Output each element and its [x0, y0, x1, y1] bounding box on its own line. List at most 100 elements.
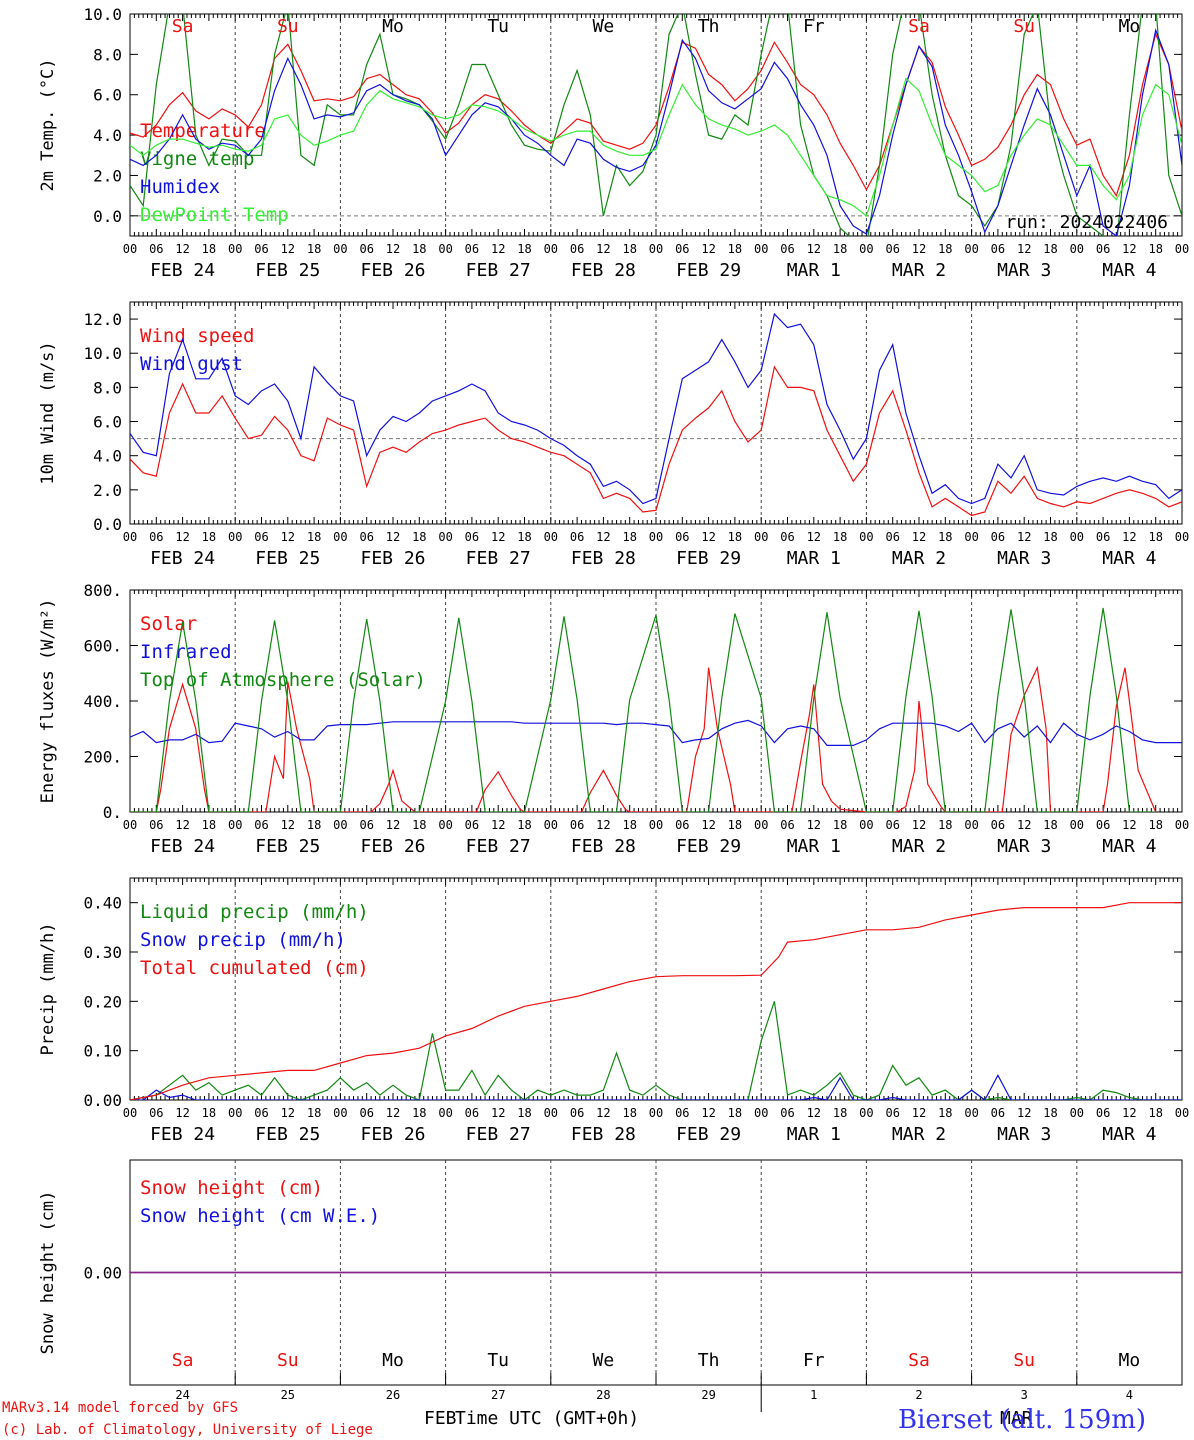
x-tick-label: 18 [728, 1106, 742, 1120]
date-label: MAR 2 [892, 548, 946, 569]
x-tick-label: 12 [701, 242, 715, 256]
run-label: run: 2024022406 [1005, 212, 1168, 233]
x-tick-label: 18 [1148, 530, 1162, 544]
x-tick-label: 00 [333, 242, 347, 256]
legend-entry-wind-gust: Wind gust [140, 353, 243, 375]
x-tick-label: 18 [412, 818, 426, 832]
date-label: FEB 27 [466, 1124, 531, 1145]
date-label: FEB 25 [255, 1124, 320, 1145]
weekday-label: Th [698, 1350, 720, 1371]
legend-entry-humidex: Humidex [140, 176, 220, 198]
x-tick-label: 18 [728, 818, 742, 832]
y-tick-label: 400. [83, 692, 122, 711]
x-tick-label: 00 [649, 1106, 663, 1120]
legend-entry-snow-height-cm-w-e: Snow height (cm W.E.) [140, 1205, 380, 1227]
y-tick-label: 4.0 [93, 447, 122, 466]
x-tick-label: 18 [307, 1106, 321, 1120]
x-tick-label: 12 [175, 242, 189, 256]
x-tick-label: 12 [596, 818, 610, 832]
y-axis-title: 2m Temp. (°C) [38, 58, 58, 191]
day-number-label: 3 [1021, 1388, 1028, 1402]
x-tick-label: 06 [780, 818, 794, 832]
x-tick-label: 12 [807, 818, 821, 832]
x-tick-label: 12 [386, 818, 400, 832]
date-label: MAR 3 [997, 1124, 1051, 1145]
date-label: FEB 26 [360, 548, 425, 569]
x-tick-label: 00 [1175, 242, 1189, 256]
date-label: FEB 26 [360, 1124, 425, 1145]
date-label: FEB 26 [360, 260, 425, 281]
x-tick-label: 00 [859, 1106, 873, 1120]
x-tick-label: 12 [701, 1106, 715, 1120]
series-line-liquid-precip-mm-h [130, 1001, 1182, 1100]
weekday-label: Sa [908, 16, 930, 37]
x-tick-label: 18 [517, 1106, 531, 1120]
x-tick-label: 00 [544, 818, 558, 832]
x-tick-label: 18 [833, 818, 847, 832]
date-label: FEB 25 [255, 548, 320, 569]
x-tick-label: 00 [1070, 242, 1084, 256]
date-label: MAR 4 [1102, 548, 1156, 569]
x-tick-label: 18 [622, 1106, 636, 1120]
date-label: FEB 25 [255, 836, 320, 857]
weekday-label: Su [277, 16, 299, 37]
x-tick-label: 12 [491, 242, 505, 256]
panel-4: 00 06 12 18 00 06 12 18 00 06 12 18 00 06 12 18 00 06 12 18… [38, 877, 1189, 1145]
x-tick-label: 18 [412, 530, 426, 544]
x-tick-label: 06 [359, 1106, 373, 1120]
x-tick-label: 06 [675, 1106, 689, 1120]
x-tick-label: 06 [780, 1106, 794, 1120]
x-tick-label: 06 [570, 242, 584, 256]
x-tick-label: 06 [149, 530, 163, 544]
y-tick-label: 2.0 [93, 481, 122, 500]
legend-entry-infrared: Infrared [140, 641, 232, 663]
weekday-label: Th [698, 16, 720, 37]
x-tick-label: 18 [833, 530, 847, 544]
x-tick-label: 06 [254, 242, 268, 256]
x-tick-label: 00 [859, 242, 873, 256]
weekday-label: Su [1013, 1350, 1035, 1371]
footer-layer: MARv3.14 model forced by GFS (c) Lab. of… [2, 1400, 1146, 1438]
legend-entry-temperature: Temperature [140, 120, 266, 142]
x-tick-label: 12 [175, 530, 189, 544]
weekday-label: We [593, 16, 615, 37]
x-tick-label: 12 [386, 242, 400, 256]
x-tick-label: 00 [964, 530, 978, 544]
x-tick-label: 12 [807, 242, 821, 256]
y-tick-label: 4.0 [93, 126, 122, 145]
day-number-label: 2 [915, 1388, 922, 1402]
day-number-label: 25 [281, 1388, 295, 1402]
x-tick-label: 18 [1043, 818, 1057, 832]
y-tick-label: 0.30 [83, 943, 122, 962]
x-tick-label: 18 [833, 1106, 847, 1120]
x-tick-label: 18 [1148, 1106, 1162, 1120]
x-tick-label: 18 [1043, 530, 1057, 544]
x-tick-label: 06 [991, 1106, 1005, 1120]
x-tick-label: 12 [175, 1106, 189, 1120]
date-label: FEB 29 [676, 260, 741, 281]
x-tick-label: 00 [333, 1106, 347, 1120]
series-line-wind-speed [130, 365, 1182, 517]
date-label: FEB 29 [676, 548, 741, 569]
x-tick-label: 00 [333, 530, 347, 544]
x-tick-label: 00 [228, 530, 242, 544]
series-line-humidex [130, 27, 1182, 236]
x-tick-label: 12 [1017, 530, 1031, 544]
x-tick-label: 12 [491, 818, 505, 832]
y-tick-label: 200. [83, 748, 122, 767]
y-tick-label: 0.0 [93, 515, 122, 534]
date-label: FEB 24 [150, 548, 215, 569]
x-tick-label: 00 [964, 242, 978, 256]
date-label: FEB 24 [150, 1124, 215, 1145]
x-tick-label: 18 [938, 242, 952, 256]
x-tick-label: 12 [701, 530, 715, 544]
x-tick-label: 06 [1096, 530, 1110, 544]
date-label: FEB 29 [676, 836, 741, 857]
y-tick-label: 0.20 [83, 992, 122, 1011]
x-tick-label: 00 [1070, 818, 1084, 832]
x-tick-label: 12 [386, 1106, 400, 1120]
legend-entry-solar: Solar [140, 613, 197, 635]
month-label-mar: MAR [1000, 1408, 1033, 1429]
x-tick-label: 12 [912, 530, 926, 544]
x-tick-label: 12 [912, 242, 926, 256]
